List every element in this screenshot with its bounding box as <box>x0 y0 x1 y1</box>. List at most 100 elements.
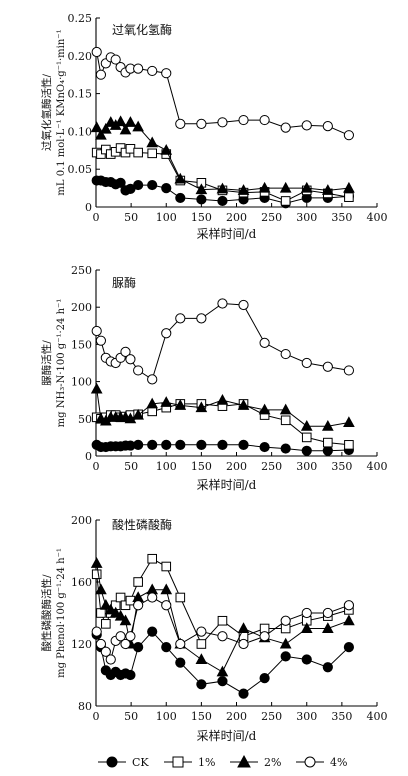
data-point-4pct <box>280 348 291 360</box>
y-tick-label: 0.05 <box>68 163 93 176</box>
data-point-1pct <box>280 196 291 206</box>
data-point-2pct <box>321 184 334 195</box>
data-point-ck <box>161 183 172 194</box>
data-point-2pct <box>216 665 229 677</box>
chart-panel-3: 0 50 100 150 200 250 300 350 400 80 120 160 200 酸性磷酸酶… <box>40 514 388 743</box>
data-point-4pct <box>280 122 291 133</box>
y-axis-label-line2: mL 0.1 mol·L⁻¹ KMnO₄·g⁻¹·min⁻¹ <box>56 29 67 195</box>
ck-legend-marker <box>106 756 118 768</box>
y-axis-label-line2: mg NH₃-N·100 g⁻¹·24 h⁻¹ <box>56 299 67 428</box>
data-point-2pct <box>114 609 127 621</box>
x-tick-label: 50 <box>124 460 138 473</box>
y-tick-label: 200 <box>71 301 92 314</box>
data-point-4pct <box>91 626 102 637</box>
data-point-2pct <box>237 399 250 410</box>
y-tick-label: 80 <box>78 700 92 713</box>
legend-label-2pct: 2% <box>264 756 281 769</box>
data-point-4pct <box>217 117 228 128</box>
data-point-2pct <box>99 122 112 134</box>
data-point-4pct <box>115 631 126 642</box>
data-point-ck <box>343 642 354 653</box>
legend-label-1pct: 1% <box>198 756 215 769</box>
data-point-2pct <box>195 183 208 195</box>
data-point-2pct <box>160 396 173 407</box>
data-point-2pct <box>216 393 229 405</box>
x-tick-label: 250 <box>261 460 282 473</box>
y-axis-label-line1: 酸性磷酸酶活性/ <box>40 574 53 651</box>
data-point-ck <box>196 194 207 205</box>
data-point-2pct <box>279 403 292 415</box>
data-point-4pct <box>161 328 172 339</box>
data-point-4pct <box>91 325 102 337</box>
data-point-2pct <box>95 583 107 595</box>
x-axis-label: 采样时间/d <box>197 728 257 743</box>
data-point-1pct <box>344 440 354 450</box>
data-point-1pct <box>133 577 143 587</box>
data-point-4pct <box>259 337 270 349</box>
data-point-4pct <box>301 607 312 619</box>
data-point-4pct <box>322 607 333 619</box>
x-tick-label: 50 <box>124 710 138 723</box>
data-point-4pct <box>161 68 172 79</box>
y-tick-label: 100 <box>71 376 92 389</box>
data-point-2pct <box>321 419 334 431</box>
data-point-ck <box>133 179 144 191</box>
data-point-ck <box>161 642 172 653</box>
data-point-ck <box>147 626 158 637</box>
data-point-1pct <box>323 437 333 448</box>
data-point-ck <box>125 669 136 681</box>
data-point-4pct <box>125 631 136 642</box>
data-point-2pct <box>321 622 334 633</box>
x-tick-label: 100 <box>156 460 177 473</box>
data-point-4pct <box>322 361 333 372</box>
data-point-4pct <box>161 600 172 611</box>
data-point-1pct <box>96 608 106 618</box>
data-point-4pct <box>259 114 270 126</box>
data-point-ck <box>280 651 291 662</box>
data-point-ck <box>259 441 270 453</box>
data-point-4pct <box>133 63 144 74</box>
data-point-ck <box>238 688 249 699</box>
y-tick-label: 120 <box>71 638 92 651</box>
data-point-ck <box>175 439 186 450</box>
x-tick-label: 350 <box>331 710 352 723</box>
x-tick-label: 200 <box>226 460 247 473</box>
data-point-ck <box>238 439 249 450</box>
legend: CK 1% 2% 4% <box>98 752 358 772</box>
data-point-1pct <box>91 569 102 580</box>
series-4pct <box>91 592 354 665</box>
data-point-1pct <box>147 553 157 564</box>
data-point-ck <box>161 439 172 450</box>
data-point-4pct <box>259 631 270 642</box>
data-point-2pct <box>258 403 271 415</box>
y-tick-label: 0 <box>85 201 92 214</box>
data-point-4pct <box>125 354 136 365</box>
legend-label-4pct: 4% <box>330 756 347 769</box>
data-point-2pct <box>195 401 208 413</box>
data-point-1pct <box>115 592 126 603</box>
data-point-2pct <box>132 408 144 420</box>
data-point-2pct <box>119 123 132 135</box>
data-point-2pct <box>216 182 229 194</box>
data-point-4pct <box>133 600 144 611</box>
data-point-ck <box>115 177 126 188</box>
data-point-1pct <box>133 147 143 158</box>
data-point-2pct <box>279 181 292 193</box>
x-tick-label: 200 <box>226 710 247 723</box>
data-point-2pct <box>195 653 208 664</box>
data-point-2pct <box>300 181 313 193</box>
x-tick-label: 150 <box>191 211 212 224</box>
data-point-1pct <box>301 432 312 443</box>
x-tick-label: 100 <box>156 211 177 224</box>
x-tick-label: 400 <box>367 710 388 723</box>
y-tick-label: 0.10 <box>68 125 93 138</box>
data-point-2pct <box>90 121 103 133</box>
data-point-4pct <box>91 46 102 58</box>
x-axis-label: 采样时间/d <box>197 226 257 241</box>
data-point-2pct <box>160 583 173 595</box>
x-tick-label: 250 <box>261 710 282 723</box>
data-point-2pct <box>124 412 137 424</box>
data-point-2pct <box>119 614 132 626</box>
data-point-4pct <box>95 638 107 650</box>
data-point-ck <box>217 676 228 687</box>
